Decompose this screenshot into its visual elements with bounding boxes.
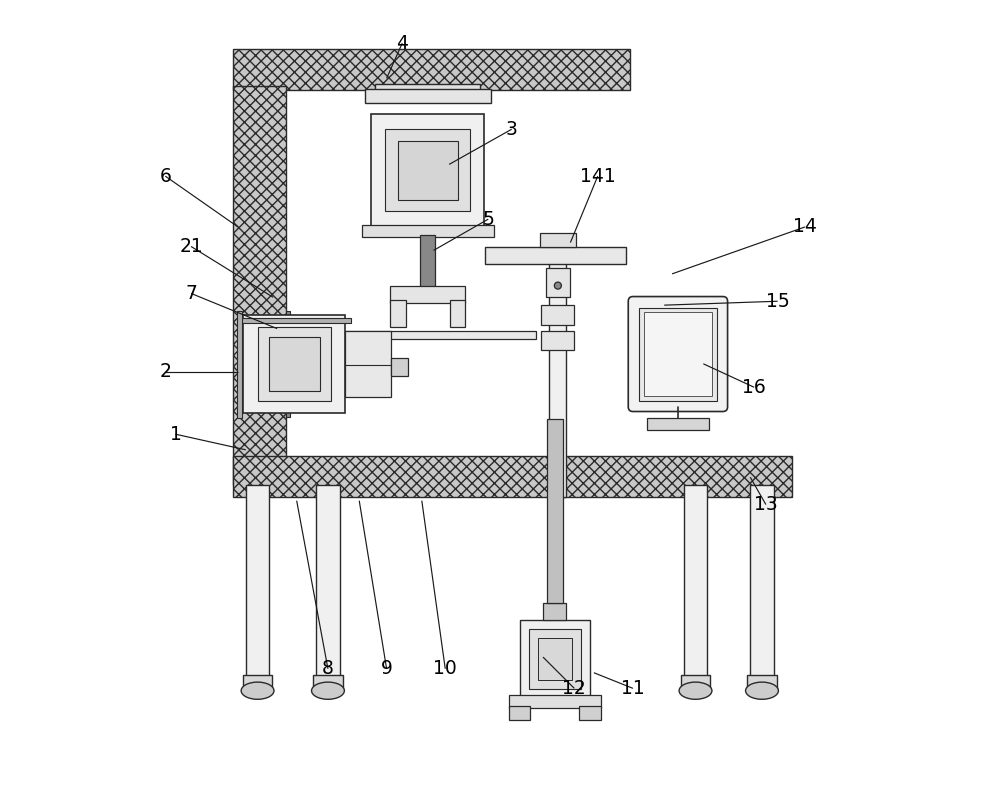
Bar [365, 89, 491, 103]
Bar [286, 331, 536, 339]
FancyBboxPatch shape [628, 297, 728, 412]
Bar [547, 419, 563, 603]
Ellipse shape [554, 282, 561, 289]
Bar [385, 129, 470, 211]
Bar [237, 318, 351, 323]
Ellipse shape [241, 682, 274, 699]
Text: 1: 1 [170, 425, 181, 444]
Bar [362, 224, 494, 237]
Bar [509, 695, 601, 708]
Bar [450, 300, 465, 327]
Bar [540, 233, 576, 247]
Bar [390, 286, 465, 302]
Text: 4: 4 [396, 34, 408, 53]
Text: 9: 9 [381, 659, 393, 678]
Bar [243, 675, 272, 691]
Bar [541, 331, 574, 350]
Bar [345, 331, 391, 397]
Bar [639, 307, 717, 401]
Bar [529, 629, 581, 689]
Bar [647, 418, 709, 430]
Bar [520, 620, 590, 698]
Bar [390, 300, 406, 327]
Bar [543, 603, 566, 620]
Text: 5: 5 [482, 210, 494, 229]
Text: 141: 141 [580, 167, 616, 186]
Text: 10: 10 [433, 659, 457, 678]
Text: 16: 16 [742, 377, 766, 397]
Bar [684, 485, 707, 677]
Bar [391, 358, 408, 376]
Bar [485, 247, 626, 264]
Bar [579, 705, 601, 720]
Bar [237, 310, 242, 418]
Bar [258, 327, 331, 401]
Bar [420, 235, 435, 290]
Bar [371, 113, 484, 227]
Bar [246, 485, 269, 677]
Text: 14: 14 [793, 217, 817, 236]
Bar [546, 267, 570, 298]
Bar [509, 705, 530, 720]
Bar [243, 315, 345, 413]
Bar [644, 312, 712, 396]
Bar [286, 311, 290, 417]
Text: 12: 12 [562, 679, 586, 698]
Bar [681, 675, 710, 691]
Text: 11: 11 [621, 679, 645, 698]
Bar [233, 86, 286, 485]
Text: 15: 15 [766, 292, 789, 310]
Ellipse shape [312, 682, 344, 699]
Bar [549, 235, 566, 496]
Text: 8: 8 [322, 659, 334, 678]
Bar [269, 338, 320, 391]
Text: 3: 3 [506, 120, 518, 139]
Bar [313, 675, 343, 691]
Bar [541, 305, 574, 326]
Text: 21: 21 [179, 237, 203, 256]
Text: 2: 2 [159, 362, 171, 381]
Text: 13: 13 [754, 495, 778, 514]
Bar [538, 638, 572, 680]
Bar [375, 84, 480, 92]
Bar [316, 485, 340, 677]
Bar [750, 485, 774, 677]
Ellipse shape [679, 682, 712, 699]
Text: 7: 7 [185, 284, 197, 303]
Text: 6: 6 [159, 167, 171, 186]
Bar [233, 49, 630, 90]
Bar [747, 675, 777, 691]
Bar [233, 456, 792, 496]
Ellipse shape [746, 682, 778, 699]
Bar [398, 141, 458, 200]
